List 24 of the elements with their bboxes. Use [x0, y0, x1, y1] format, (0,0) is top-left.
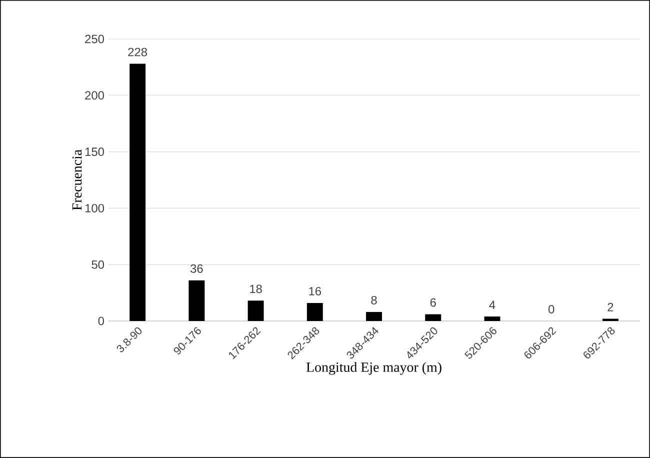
y-axis-title: Frecuencia — [72, 150, 82, 210]
x-axis-title: Longitud Eje mayor (m) — [306, 362, 442, 375]
bar — [425, 314, 442, 321]
data-label: 18 — [250, 284, 262, 294]
bar — [188, 280, 205, 321]
bar — [306, 302, 323, 321]
bar — [248, 300, 264, 321]
y-tick-label: 100 — [85, 204, 104, 212]
data-label: 0 — [548, 305, 554, 314]
bar — [366, 312, 382, 321]
y-tick-label: 150 — [85, 148, 104, 156]
data-label: 6 — [430, 298, 436, 307]
bar — [484, 316, 500, 321]
data-label: 36 — [190, 264, 203, 273]
data-label: 16 — [309, 286, 322, 296]
data-label: 2 — [608, 302, 614, 312]
y-tick-label: 250 — [85, 34, 104, 44]
y-tick-label: 0 — [98, 316, 104, 326]
y-tick-label: 50 — [92, 260, 104, 269]
bar — [130, 64, 146, 321]
data-label: 8 — [371, 296, 377, 304]
y-tick-label: 200 — [85, 91, 104, 100]
data-label: 4 — [489, 300, 496, 309]
data-label: 228 — [128, 48, 148, 56]
